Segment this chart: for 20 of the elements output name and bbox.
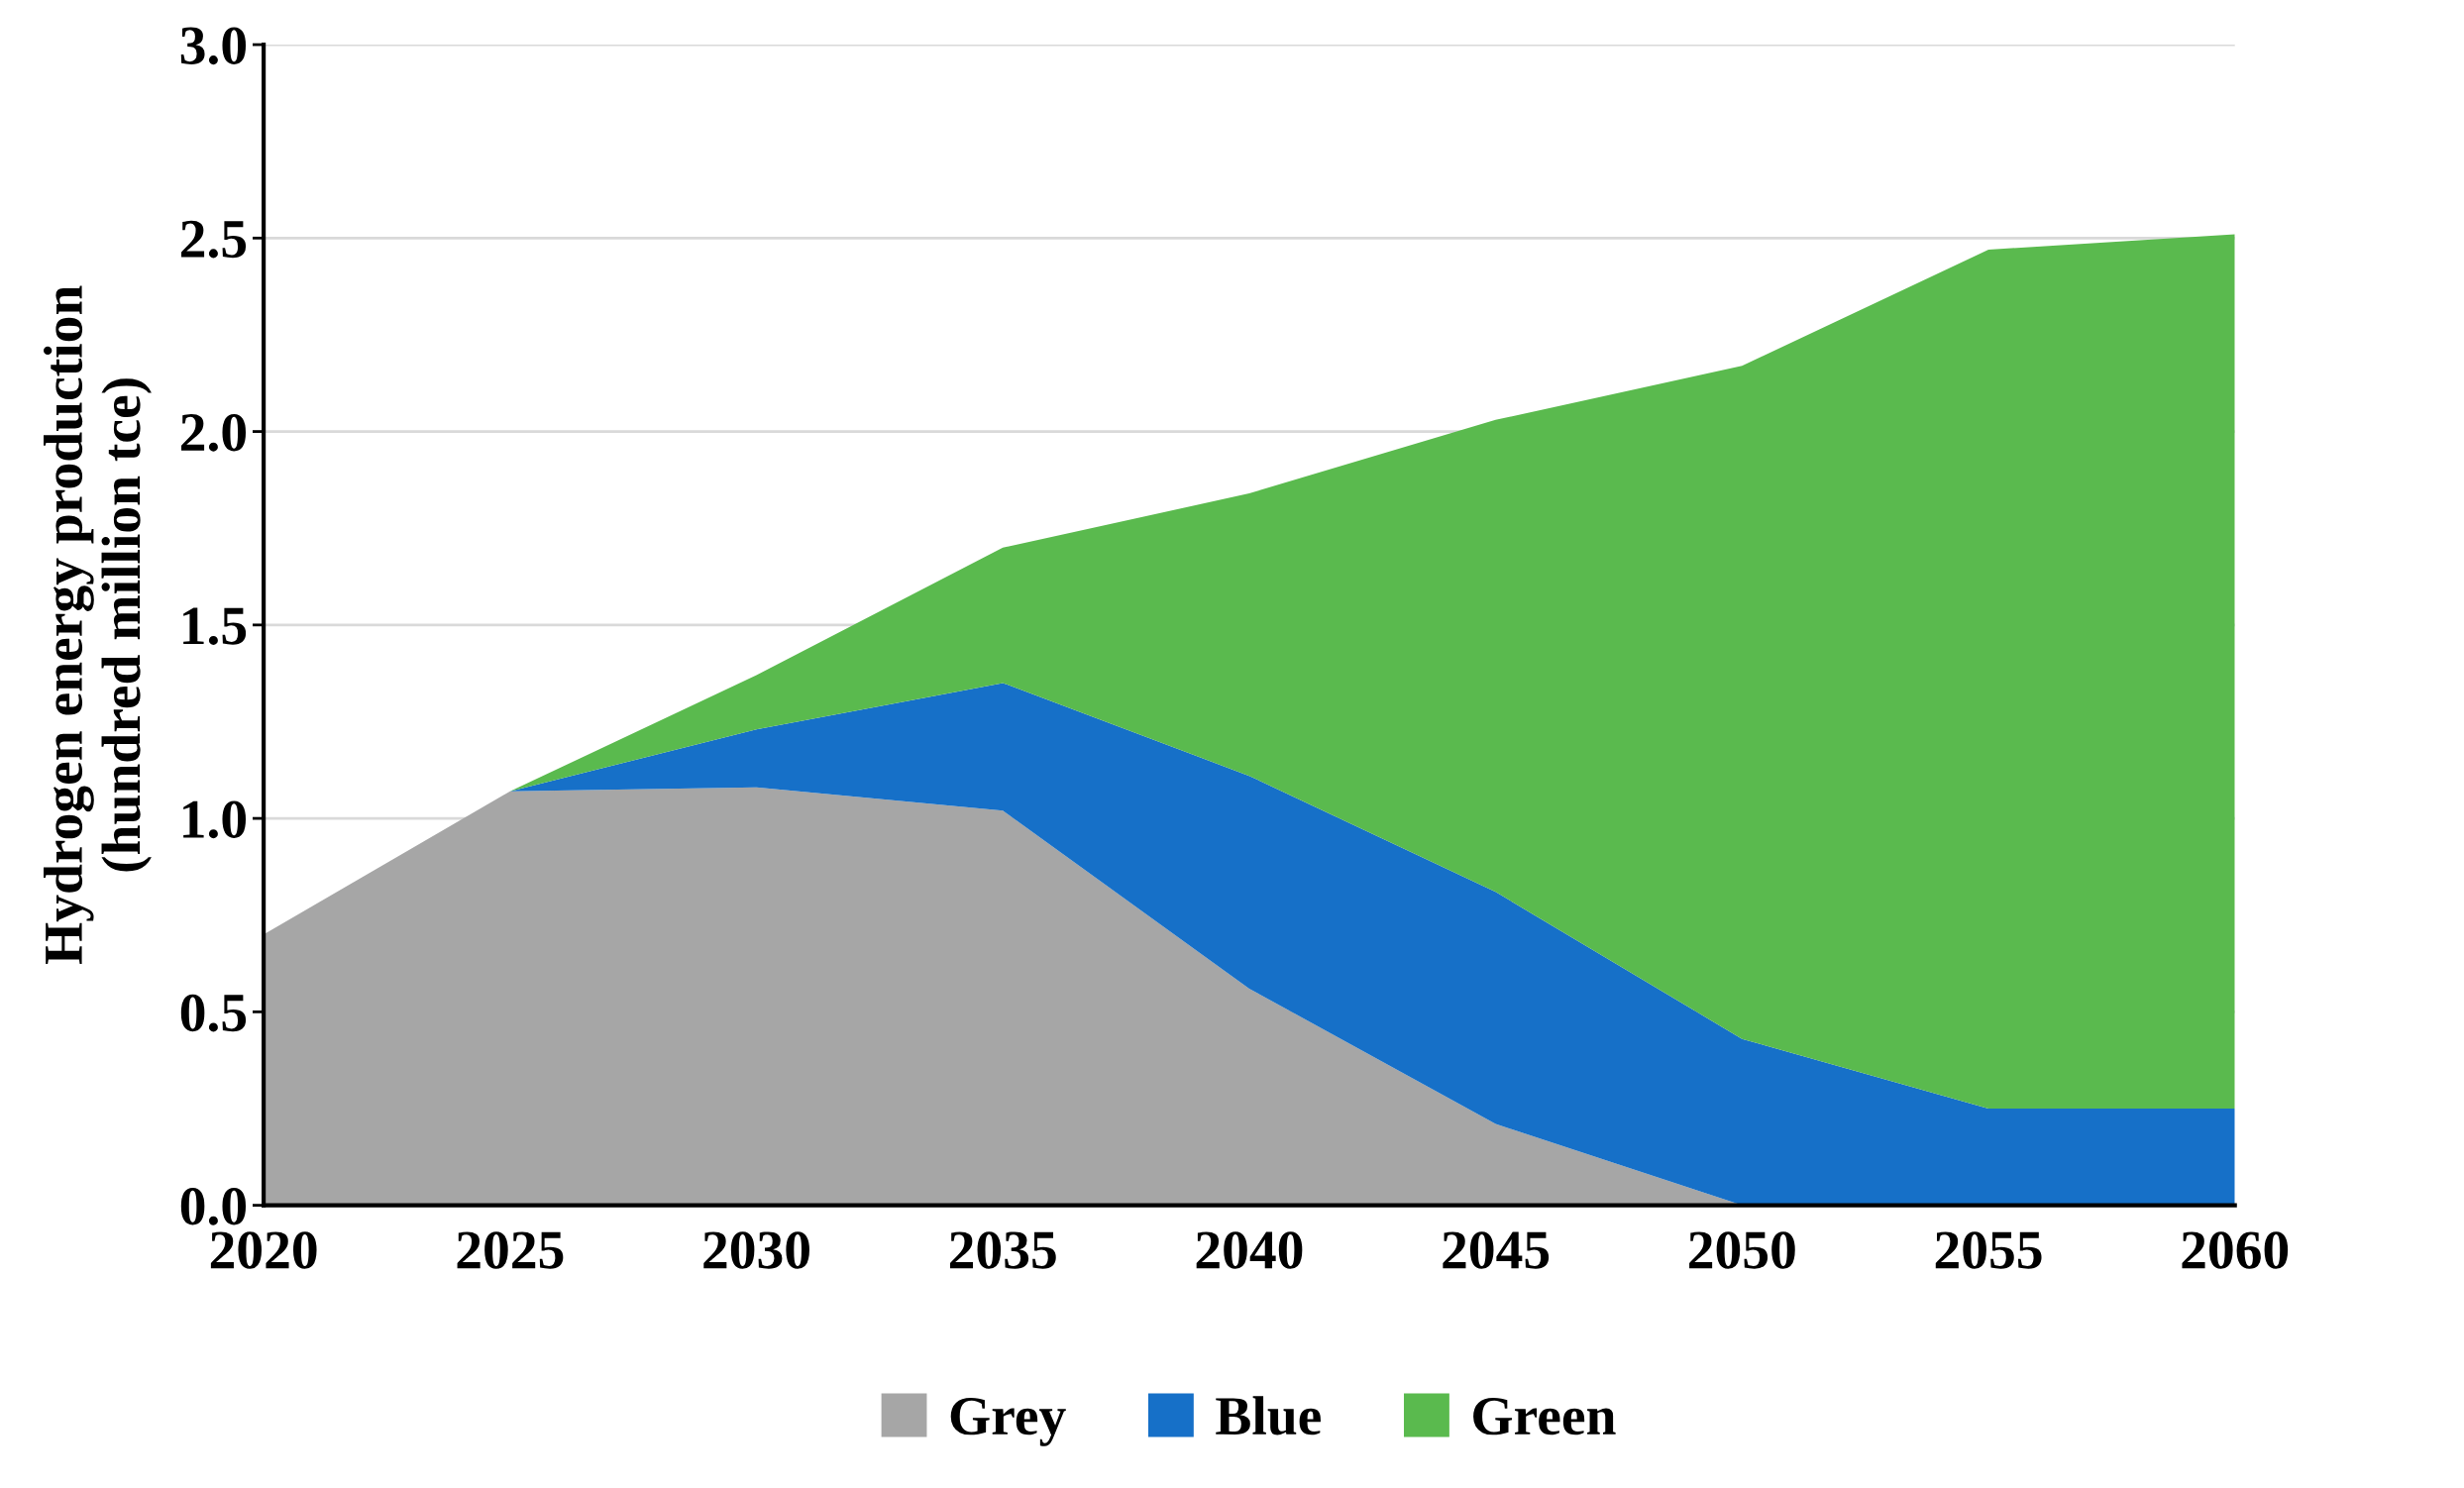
y-tick-label: 3.0 [180, 27, 247, 65]
legend-label: Blue [1216, 1396, 1321, 1435]
y-axis-title: Hydrogen energy production (hundred million tce) [44, 285, 152, 965]
legend-label: Grey [950, 1397, 1066, 1446]
y-tick-label: 1.5 [183, 607, 247, 645]
y-tick-label: 1.0 [183, 800, 247, 839]
y-tick-label: 2.0 [181, 413, 247, 452]
x-tick-label: 2045 [1443, 1231, 1550, 1269]
x-tick-label: 2020 [210, 1231, 317, 1269]
y-tick-label: 0.0 [180, 1187, 247, 1225]
y-tick-label: 2.5 [181, 220, 247, 259]
x-tick-label: 2035 [949, 1231, 1056, 1269]
x-tick-label: 2060 [2182, 1231, 2289, 1269]
x-tick-label: 2055 [1935, 1231, 2042, 1269]
x-tick-label: 2040 [1196, 1231, 1303, 1269]
x-tick-label: 2025 [457, 1231, 564, 1269]
x-tick-label: 2050 [1689, 1231, 1795, 1269]
x-tick-label: 2030 [703, 1231, 809, 1269]
y-tick-label: 0.5 [180, 994, 247, 1032]
legend-label: Green [1473, 1397, 1616, 1435]
